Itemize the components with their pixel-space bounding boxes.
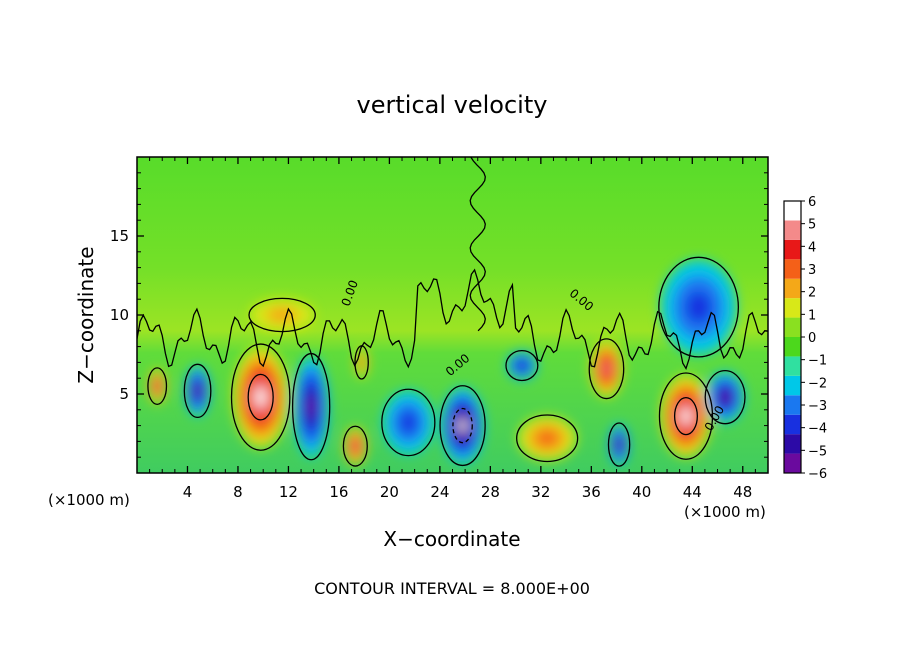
x-tick-label: 16	[329, 483, 348, 501]
x-tick-label: 40	[632, 483, 651, 501]
contour-line	[673, 396, 698, 436]
field-blob	[399, 411, 417, 433]
y-tick-label: 10	[110, 306, 129, 324]
y-axis-label: Z−coordinate	[74, 246, 98, 383]
colorbar-tick-label: −2	[808, 376, 827, 391]
colorbar-tick-label: 0	[808, 331, 816, 346]
field-blob	[617, 440, 622, 449]
colorbar-tick-label: 4	[808, 240, 816, 255]
colorbar-tick-label: 6	[808, 195, 816, 210]
colorbar: 6 5 4 3 2 1 0 −1 −2 −3 −4 −5 −6	[783, 195, 827, 482]
y-ticks: 5 10 15	[110, 172, 768, 458]
colorbar-swatch	[784, 395, 801, 415]
field-blob	[721, 392, 729, 403]
colorbar-tick-label: 2	[808, 286, 816, 301]
colorbar-swatch	[784, 453, 801, 473]
colorbar-tick-label: −5	[808, 444, 827, 459]
x-tick-label: 12	[279, 483, 298, 501]
y-tick-label: 5	[119, 385, 129, 403]
colorbar-swatch	[784, 201, 801, 221]
field-blob	[518, 362, 526, 370]
x-tick-label: 24	[430, 483, 449, 501]
colorbar-swatch	[784, 220, 801, 240]
x-tick-label: 8	[233, 483, 243, 501]
color-field	[148, 259, 745, 466]
contour-line	[183, 363, 212, 419]
field-blob	[307, 396, 315, 417]
contour-interval-footer: CONTOUR INTERVAL = 8.000E+00	[314, 579, 590, 598]
colorbar-swatch	[784, 259, 801, 279]
x-tick-label: 20	[380, 483, 399, 501]
contour-line	[452, 407, 473, 444]
colorbar-swatch	[784, 375, 801, 396]
colorbar-swatch	[784, 337, 801, 357]
colorbar-swatch	[784, 434, 801, 454]
contour-line	[147, 367, 168, 405]
contour-line	[588, 338, 625, 400]
contour-line	[439, 385, 486, 467]
contour-line	[658, 256, 739, 358]
x-tick-label: 4	[183, 483, 193, 501]
x-unit-label-left: (×1000 m)	[48, 491, 130, 509]
colorbar-tick-label: −3	[808, 399, 827, 414]
x-ticks: 4 8 12 16 20 24 28 32 36 40 44 48	[149, 157, 756, 501]
x-tick-label: 32	[531, 483, 550, 501]
x-axis-label: X−coordinate	[383, 527, 520, 551]
field-blob	[681, 409, 691, 423]
colorbar-tick-label: −6	[808, 467, 827, 482]
colorbar-swatch	[784, 298, 801, 318]
contour-line	[247, 373, 274, 421]
field-blob	[155, 382, 159, 390]
contour-line	[516, 414, 579, 463]
x-tick-label: 48	[733, 483, 752, 501]
field-blob	[359, 357, 364, 368]
x-tick-label: 28	[481, 483, 500, 501]
contour-line	[704, 369, 746, 425]
colorbar-tick-label: −1	[808, 354, 827, 369]
y-tick-label: 15	[110, 227, 129, 245]
colorbar-swatch	[784, 278, 801, 299]
contour-line	[607, 422, 631, 467]
field-blob	[685, 291, 712, 323]
field-blob	[353, 442, 358, 450]
contour-line	[469, 157, 486, 332]
field-blob	[537, 430, 557, 446]
contour-line	[137, 268, 768, 371]
contour-line	[342, 425, 368, 467]
colorbar-swatch	[784, 414, 801, 435]
x-tick-label: 36	[582, 483, 601, 501]
x-tick-label: 44	[683, 483, 702, 501]
colorbar-swatch	[784, 317, 801, 337]
contour-line	[658, 372, 714, 460]
contour-line	[230, 343, 291, 451]
contour-line	[381, 388, 436, 457]
chart-title: vertical velocity	[357, 91, 548, 119]
colorbar-tick-label: 3	[808, 263, 816, 278]
field-blob	[256, 388, 266, 406]
plot-area: 0.000.000.000.00 4 8 12 16 20 24 28 32 36 40 44 48 …	[110, 156, 769, 501]
colorbar-tick-label: 1	[808, 308, 816, 323]
contour-lines	[137, 157, 768, 467]
field-blob	[459, 419, 467, 432]
contour-line	[505, 349, 539, 382]
colorbar-tick-label: 5	[808, 218, 816, 233]
colorbar-tick-label: −4	[808, 422, 827, 437]
field-blob	[603, 363, 610, 375]
field-blob	[195, 385, 201, 396]
x-unit-label-right: (×1000 m)	[684, 503, 766, 521]
colorbar-swatch	[784, 356, 801, 376]
colorbar-swatch	[784, 239, 801, 260]
